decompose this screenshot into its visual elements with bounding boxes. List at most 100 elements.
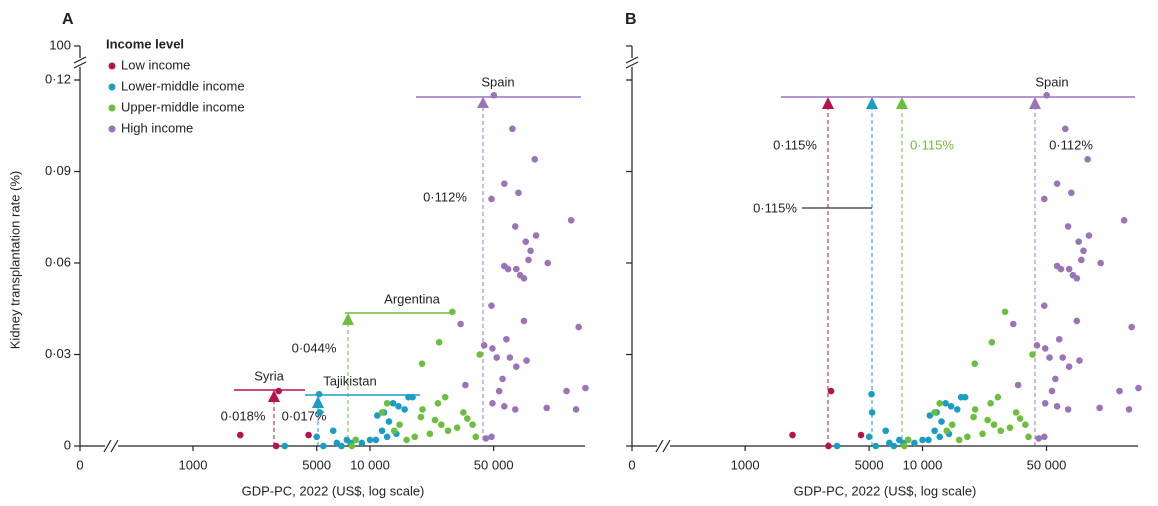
data-point [1041,302,1048,310]
data-point [352,436,359,444]
data-point [1001,308,1009,316]
data-point [435,339,443,346]
annotations-a: Spain 0·112% Argentina 0·044% Tajikistan… [221,74,581,446]
data-point [1097,259,1104,267]
data-point [441,393,449,401]
data-point [1025,433,1032,441]
x-tick-label: 1000 [179,457,208,472]
data-point [942,400,949,407]
data-point [315,390,323,398]
data-point [418,360,426,367]
annotation: 0·115% [910,137,954,152]
data-point [366,436,374,444]
data-point [1135,384,1142,392]
data-point [994,393,1002,401]
data-point [1068,189,1075,197]
data-point [236,431,244,439]
data-point [305,431,312,439]
data-point [434,400,442,407]
data-point [1065,363,1073,371]
data-point [419,406,426,413]
data-point [868,409,876,416]
data-point [1041,345,1049,352]
axis-break [655,439,664,453]
data-point [313,433,320,441]
data-point [501,403,508,410]
arrow-head [866,97,878,109]
data-point [988,339,996,346]
legend-label: Low income [121,57,190,72]
arrow-head [342,313,354,325]
data-point [971,406,979,413]
data-point [1006,424,1014,432]
y-tick-label: 100 [49,37,71,52]
data-point [501,180,508,187]
data-point [409,393,416,401]
data-point [827,387,835,395]
data-point [1061,125,1069,133]
data-point [493,354,501,361]
legend-label: High income [121,120,193,135]
y-tick-label: 0·03 [45,346,71,361]
data-point [389,400,397,407]
data-point [948,421,956,428]
data-point [462,381,469,389]
data-point [833,442,841,450]
data-point [464,415,471,422]
data-point [987,400,994,407]
data-point [520,274,528,282]
x-tick-label: 5000 [855,457,884,472]
data-point [1064,223,1072,230]
axis-break [662,439,671,453]
data-point [1055,335,1063,343]
data-point [1078,256,1085,264]
data-point [482,435,490,442]
legend-swatch [108,104,116,112]
data-point [488,433,495,441]
data-point [403,436,410,444]
data-point [476,351,484,358]
data-point [947,403,955,410]
data-point [449,308,456,316]
data-point [1116,387,1123,395]
data-point [1012,409,1020,416]
legend-label: Upper-middle income [121,99,245,114]
legend-swatch [108,125,116,133]
data-point [372,436,380,444]
data-point [509,125,516,133]
data-point [1053,403,1061,410]
arrow-head [312,396,324,408]
data-point [426,430,434,438]
annotation: Tajikistan [323,373,376,388]
data-point [358,439,366,447]
data-point [523,357,530,364]
data-point [431,416,439,424]
data-point [901,442,908,450]
data-point [953,406,961,413]
legend-swatch [108,62,116,70]
y-axis-label: Kidney transplantation rate (%) [7,171,22,349]
data-point [411,433,419,441]
data-point [374,412,381,419]
data-point [825,442,832,450]
data-point [955,436,963,444]
annotations-b: Spain 0·115% 0·115% 0·112% 0·115% [753,74,1135,446]
data-point [1029,351,1036,358]
data-point [911,439,918,447]
y-tick-label: 0·09 [45,163,71,178]
data-point [971,360,979,367]
arrow-head [822,97,834,109]
x-tick-label: 5000 [302,457,331,472]
data-point [513,363,520,371]
data-point [395,403,402,410]
data-point [488,302,495,310]
data-point [961,393,969,401]
y-tick-label: 0·12 [45,71,71,86]
data-point [338,442,345,450]
data-point [1075,238,1082,245]
data-point [506,354,514,361]
arrow-head [477,97,489,108]
data-point [329,427,337,435]
legend-title: Income level [106,36,184,51]
data-point [1084,156,1091,163]
